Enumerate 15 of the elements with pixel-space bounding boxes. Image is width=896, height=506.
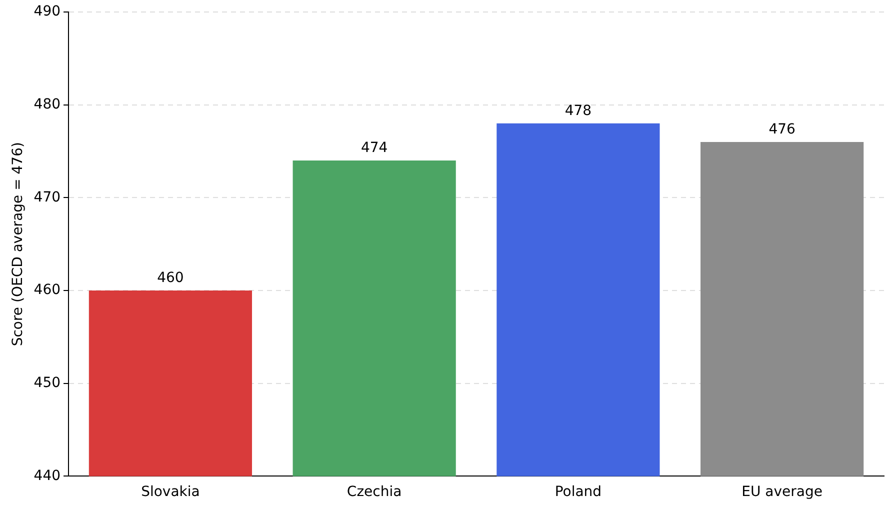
- y-tick-label: 480: [34, 96, 61, 112]
- y-tick-label: 460: [34, 282, 61, 298]
- y-tick-label: 470: [34, 189, 61, 206]
- x-tick-label: Slovakia: [141, 484, 200, 500]
- data-label: 460: [157, 270, 184, 286]
- data-label: 476: [768, 122, 796, 138]
- x-tick-label: EU average: [742, 484, 822, 500]
- y-tick-label: 450: [34, 375, 61, 391]
- x-tick-label: Poland: [554, 484, 602, 500]
- y-axis-title: Score (OECD average = 476): [10, 142, 26, 346]
- data-label: 478: [564, 103, 592, 120]
- x-tick-label: Czechia: [346, 484, 402, 500]
- y-tick-label: 440: [34, 468, 61, 484]
- y-tick-label: 490: [34, 4, 61, 20]
- data-label: 474: [360, 140, 388, 156]
